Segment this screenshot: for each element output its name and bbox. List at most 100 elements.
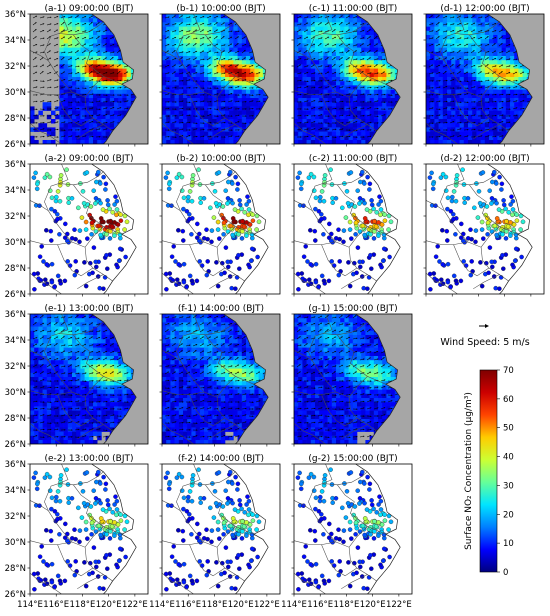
colorbar-title: Surface NO₂ Concentration (μg/m³) — [464, 392, 474, 550]
map-panel-f-1: (f-1) 14:00:00 (BJT) — [159, 304, 281, 447]
colorbar-scale — [479, 369, 498, 573]
latitude-label: 34°N — [5, 36, 26, 46]
panel-frame — [29, 163, 149, 295]
map-panel-f-2: (f-2) 14:00:00 (BJT) — [159, 454, 281, 597]
latitude-label: 34°N — [5, 486, 26, 496]
latitude-label: 26°N — [5, 290, 26, 300]
province-boundaries — [162, 464, 254, 594]
monitoring-sites — [163, 467, 262, 592]
panel-title: (d-2) 12:00:00 (BJT) — [440, 154, 529, 164]
panel-title: (f-2) 14:00:00 (BJT) — [178, 454, 264, 464]
wind-vector-arrow-icon — [479, 324, 489, 328]
panel-title: (d-1) 12:00:00 (BJT) — [440, 4, 529, 14]
coastline — [355, 314, 401, 444]
longitude-label: 118°E — [334, 600, 360, 610]
map-panel-a-2: (a-2) 09:00:00 (BJT) 26°N 28°N 30°N 32°N 34°N… — [5, 154, 149, 300]
latitude-label: 34°N — [5, 336, 26, 346]
longitude-label: 122°E — [386, 600, 412, 610]
map-panel-d-1: (d-1) 12:00:00 (BJT) — [423, 4, 545, 147]
coastline — [91, 314, 137, 444]
latitude-label: 34°N — [5, 186, 26, 196]
coastline — [487, 14, 533, 144]
latitude-label: 32°N — [5, 62, 26, 72]
latitude-labels: 26°N 28°N 30°N 32°N 34°N 36°N — [5, 310, 26, 450]
panel-frame — [293, 163, 413, 295]
colorbar-tick-label: 50 — [503, 424, 514, 434]
monitoring-sites — [295, 167, 394, 292]
panel-title: (g-1) 15:00:00 (BJT) — [308, 304, 397, 314]
coastline — [223, 14, 269, 144]
panel-frame — [161, 463, 281, 595]
province-boundaries — [294, 314, 386, 444]
longitude-label: 120°E — [96, 600, 122, 610]
panel-title: (c-1) 11:00:00 (BJT) — [309, 4, 397, 14]
latitude-label: 36°N — [5, 10, 26, 20]
latitude-label: 30°N — [5, 88, 26, 98]
coastline — [355, 14, 401, 144]
longitude-label: 120°E — [228, 600, 254, 610]
panel-frame — [425, 13, 545, 145]
province-boundaries — [162, 164, 254, 294]
coastline — [487, 164, 533, 294]
colorbar-tick-label: 20 — [503, 510, 514, 520]
latitude-label: 36°N — [5, 160, 26, 170]
latitude-labels: 26°N 28°N 30°N 32°N 34°N 36°N — [5, 460, 26, 600]
wind-legend: Wind Speed: 5 m/s — [440, 324, 530, 348]
panel-title: (c-2) 11:00:00 (BJT) — [309, 154, 397, 164]
wind-vectors — [164, 314, 268, 438]
map-panel-b-1: (b-1) 10:00:00 (BJT) — [159, 4, 281, 147]
map-panel-d-2: (d-2) 12:00:00 (BJT) — [423, 154, 545, 297]
latitude-label: 30°N — [5, 238, 26, 248]
longitude-label: 114°E — [281, 600, 307, 610]
latitude-label: 32°N — [5, 362, 26, 372]
colorbar: 0 10 20 30 40 50 60 70 Surface NO₂ Concentratio… — [464, 366, 514, 578]
longitude-label: 120°E — [360, 600, 386, 610]
province-boundaries — [30, 464, 122, 594]
panel-frame — [293, 13, 413, 145]
latitude-label: 26°N — [5, 140, 26, 150]
coastline — [223, 314, 269, 444]
panel-frame — [293, 313, 413, 445]
province-boundaries — [294, 164, 386, 294]
longitude-label: 122°E — [122, 600, 148, 610]
province-boundaries — [426, 164, 518, 294]
panel-frame — [161, 13, 281, 145]
panel-frame — [161, 163, 281, 295]
colorbar-tick-label: 40 — [503, 453, 514, 463]
colorbar-tick-label: 0 — [503, 568, 508, 578]
panel-frame — [425, 163, 545, 295]
longitude-label: 114°E — [17, 600, 43, 610]
province-boundaries — [30, 314, 122, 444]
province-boundaries — [426, 14, 518, 144]
province-boundaries — [162, 14, 254, 144]
monitoring-sites — [31, 167, 130, 292]
map-panel-g-1: (g-1) 15:00:00 (BJT) — [291, 304, 413, 447]
province-boundaries — [294, 464, 386, 594]
map-panel-a-1: (a-1) 09:00:00 (BJT) 26°N 28°N 30°N 32°N 34°N… — [5, 4, 149, 150]
coastline — [91, 14, 137, 144]
panel-frame — [29, 463, 149, 595]
panel-frame — [293, 463, 413, 595]
latitude-label: 36°N — [5, 310, 26, 320]
latitude-label: 28°N — [5, 564, 26, 574]
map-panel-g-2: (g-2) 15:00:00 (BJT) — [291, 454, 413, 597]
map-panel-c-2: (c-2) 11:00:00 (BJT) — [291, 154, 413, 297]
panel-title: (a-2) 09:00:00 (BJT) — [44, 154, 133, 164]
coastline — [355, 164, 401, 294]
longitude-label: 116°E — [175, 600, 201, 610]
panel-title: (g-2) 15:00:00 (BJT) — [308, 454, 397, 464]
province-boundaries — [294, 14, 386, 144]
latitude-label: 26°N — [5, 590, 26, 600]
longitude-label: 118°E — [70, 600, 96, 610]
map-panel-e-2: (e-2) 13:00:00 (BJT) 26°N 28°N 30°N 32°N 34°N… — [5, 454, 149, 600]
map-panel-e-1: (e-1) 13:00:00 (BJT) 26°N 28°N 30°N 32°N 34°N… — [5, 304, 149, 450]
longitude-label: 116°E — [307, 600, 333, 610]
latitude-labels: 26°N 28°N 30°N 32°N 34°N 36°N — [5, 10, 26, 150]
map-panel-b-2: (b-2) 10:00:00 (BJT) — [159, 154, 281, 297]
latitude-label: 36°N — [5, 460, 26, 470]
longitude-axis-labels: 114°E 116°E 118°E 120°E 122°E 114°E 116°E 118°E… — [17, 600, 412, 610]
longitude-label: 118°E — [202, 600, 228, 610]
panel-title: (b-2) 10:00:00 (BJT) — [176, 154, 265, 164]
coastline — [355, 464, 401, 594]
panel-title: (b-1) 10:00:00 (BJT) — [176, 4, 265, 14]
